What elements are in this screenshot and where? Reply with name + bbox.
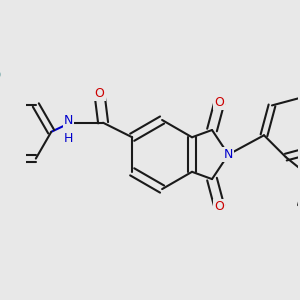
Text: O: O — [94, 87, 104, 100]
Text: O: O — [214, 200, 224, 213]
Text: N: N — [64, 114, 73, 128]
Text: H: H — [64, 132, 73, 145]
Text: O: O — [214, 96, 224, 109]
Text: HO: HO — [0, 69, 2, 82]
Text: N: N — [224, 148, 233, 161]
